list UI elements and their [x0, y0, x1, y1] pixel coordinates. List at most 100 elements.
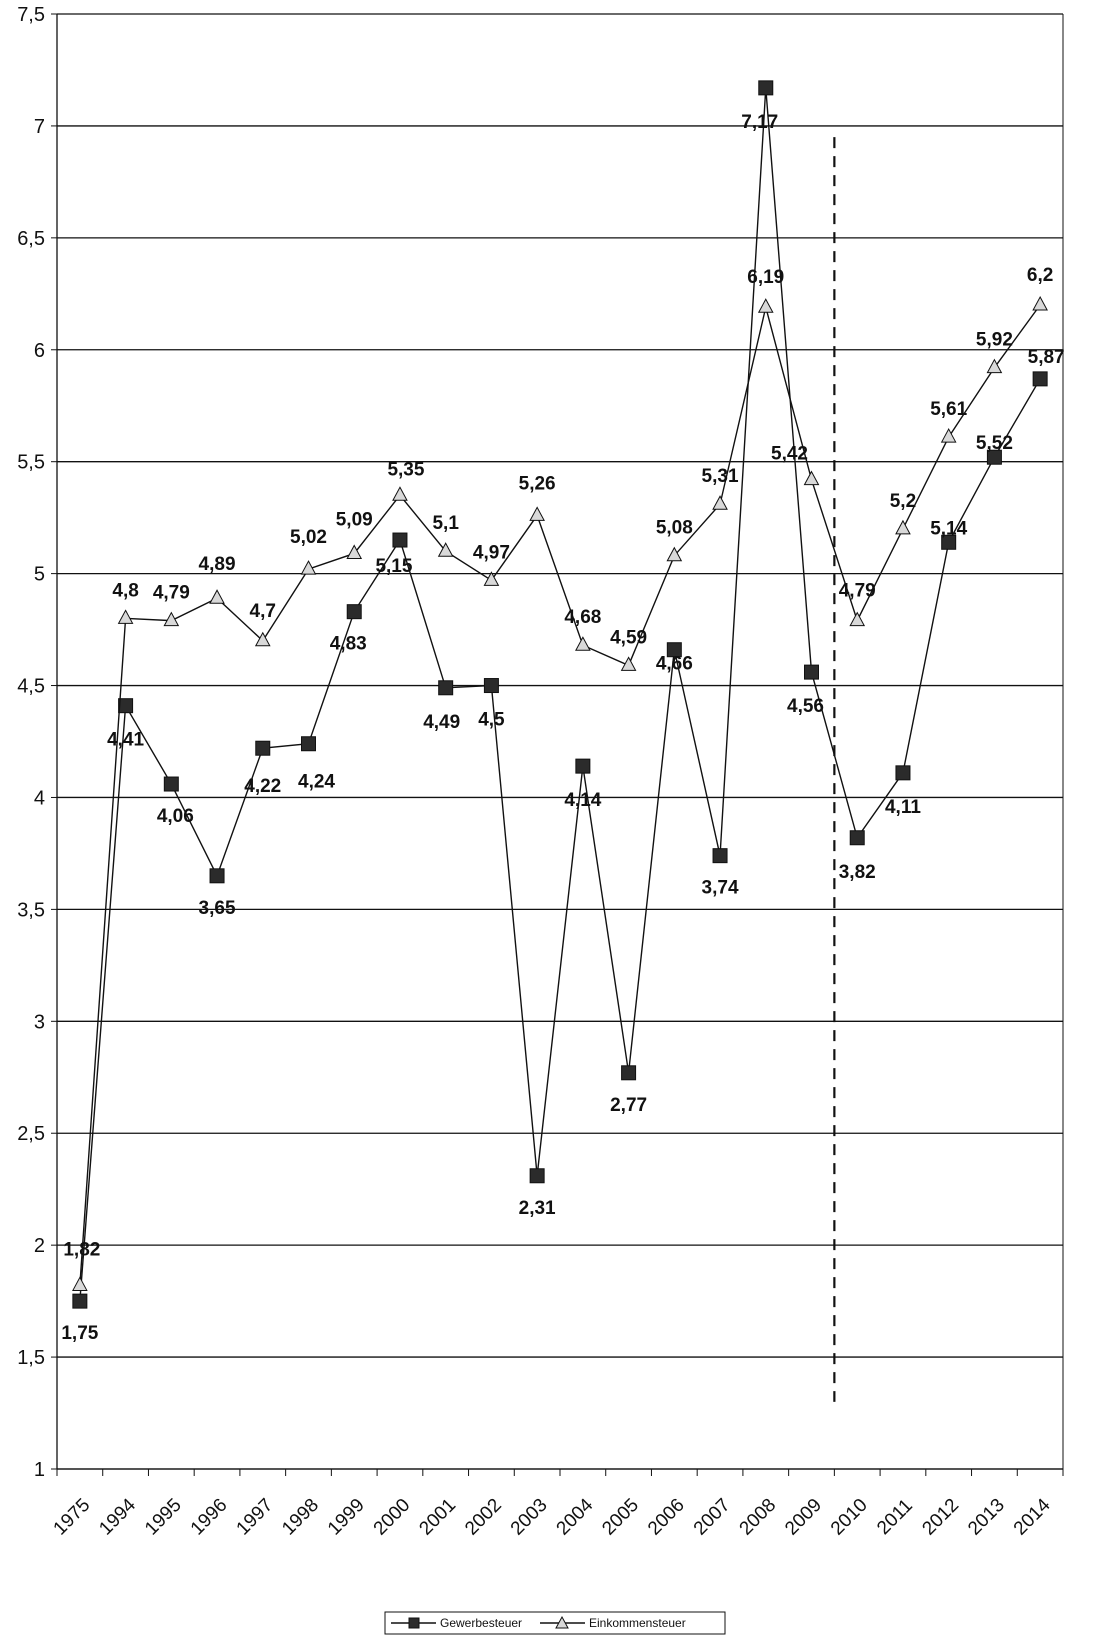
x-tick-label: 1975 — [50, 1495, 95, 1540]
data-label: 4,68 — [564, 607, 601, 628]
point-triangle-marker — [209, 589, 225, 604]
x-tick-label: 2009 — [781, 1495, 826, 1540]
point-square-marker — [118, 698, 134, 714]
y-tick-label: 6,5 — [17, 228, 45, 250]
data-label: 4,79 — [839, 581, 876, 602]
gridlines — [57, 13, 1063, 1470]
data-label: 4,79 — [153, 583, 190, 604]
x-tick-label: 2013 — [964, 1495, 1009, 1540]
point-triangle-marker — [575, 636, 591, 651]
data-labels: 1,75 4,41 4,06 3,65 4,22 4,24 4,83 5,15 4,49 4,5 2… — [61, 112, 1064, 1344]
data-label: 5,35 — [387, 459, 424, 480]
legend: Gewerbesteuer Einkommensteuer — [384, 1611, 726, 1635]
data-label: 5,1 — [432, 513, 459, 534]
data-label: 2,77 — [610, 1095, 647, 1116]
point-square-marker — [255, 740, 271, 756]
x-tick-label: 2002 — [461, 1495, 506, 1540]
y-tick-label: 4,5 — [17, 676, 45, 698]
data-label: 7,17 — [741, 112, 778, 133]
x-tick-label: 1999 — [324, 1495, 369, 1540]
point-square-marker — [438, 680, 454, 696]
point-triangle-marker — [163, 611, 180, 627]
data-label: 4,56 — [787, 696, 824, 717]
data-label: 4,7 — [250, 601, 276, 622]
point-triangle-marker — [483, 571, 500, 586]
x-tick-label: 2007 — [690, 1495, 735, 1540]
data-label: 3,74 — [702, 878, 739, 899]
x-tick-label: 2004 — [553, 1494, 598, 1539]
axes — [51, 13, 1064, 1476]
x-tick-label: 2000 — [370, 1495, 415, 1540]
point-square-marker — [163, 776, 179, 792]
x-tick-label: 2008 — [736, 1495, 781, 1540]
y-tick-label: 1,5 — [17, 1347, 45, 1369]
point-triangle-marker — [666, 546, 683, 562]
point-square-marker — [666, 642, 682, 658]
data-label: 4,14 — [564, 790, 601, 811]
data-label: 4,22 — [244, 776, 281, 797]
legend-label-einkommensteuer: Einkommensteuer — [589, 1616, 686, 1630]
x-tick-label: 2014 — [1010, 1494, 1055, 1539]
point-square-marker — [895, 765, 911, 781]
data-label: 6,19 — [747, 267, 784, 288]
point-triangle-marker — [300, 560, 317, 575]
data-label: 5,14 — [930, 518, 967, 539]
data-label: 4,8 — [112, 580, 138, 601]
point-triangle-marker — [254, 631, 271, 647]
point-square-marker — [941, 534, 957, 550]
point-square-marker — [575, 758, 591, 774]
y-tick-label: 1 — [34, 1459, 45, 1481]
legend-label-gewerbesteuer: Gewerbesteuer — [440, 1616, 522, 1630]
series-line-einkommensteuer — [79, 304, 1041, 1286]
x-tick-label: 2003 — [507, 1495, 552, 1540]
data-label: 4,97 — [473, 542, 510, 563]
data-label: 5,42 — [771, 444, 808, 465]
data-label: 4,41 — [107, 730, 144, 751]
data-label: 4,5 — [478, 710, 505, 731]
data-label: 5,2 — [890, 491, 916, 512]
data-label: 1,82 — [63, 1239, 100, 1260]
data-label: 4,11 — [885, 797, 921, 818]
data-label: 6,2 — [1027, 265, 1053, 286]
point-triangle-marker — [620, 656, 637, 671]
point-triangle-marker — [849, 611, 866, 627]
data-label: 5,61 — [930, 399, 967, 420]
y-tick-label: 7,5 — [17, 4, 45, 26]
y-tick-label: 7 — [34, 116, 45, 138]
point-square-marker — [758, 80, 774, 96]
point-triangle-marker — [117, 609, 134, 624]
data-label: 5,26 — [519, 473, 556, 494]
series-group — [72, 80, 1048, 1309]
data-label: 4,24 — [298, 772, 335, 793]
data-label: 4,66 — [656, 654, 693, 675]
x-tick-label: 2006 — [644, 1495, 689, 1540]
data-label: 5,52 — [976, 433, 1013, 454]
point-square-marker — [621, 1065, 637, 1081]
y-tick-label: 2,5 — [17, 1123, 45, 1145]
point-square-marker — [483, 678, 499, 694]
data-label: 4,59 — [610, 627, 647, 648]
data-label: 4,89 — [199, 554, 236, 575]
data-label: 2,31 — [519, 1198, 556, 1219]
data-label: 3,82 — [839, 862, 876, 883]
point-triangle-marker — [529, 506, 545, 521]
y-tick-labels: 1 1,5 2 2,5 3 3,5 4 4,5 5 5,5 6 6,5 7 7,5 — [17, 4, 45, 1481]
y-tick-label: 3,5 — [17, 899, 45, 921]
x-tick-label: 1997 — [233, 1495, 278, 1540]
data-label: 3,65 — [199, 898, 236, 919]
y-tick-label: 6 — [34, 340, 45, 362]
x-tick-labels: 1975 1994 1995 1996 1997 1998 1999 2000 2001 2002… — [50, 1494, 1055, 1539]
x-tick-label: 2012 — [918, 1495, 963, 1540]
x-tick-label: 2010 — [827, 1495, 872, 1540]
x-tick-label: 1995 — [141, 1495, 186, 1540]
point-triangle-marker — [986, 358, 1003, 374]
point-triangle-marker — [392, 486, 408, 501]
x-tick-label: 1998 — [278, 1495, 323, 1540]
data-label: 5,15 — [375, 556, 412, 577]
point-square-marker — [346, 604, 362, 620]
point-square-marker — [712, 848, 728, 864]
point-triangle-marker — [1032, 295, 1048, 311]
point-triangle-marker — [895, 519, 911, 535]
x-tick-label: 1994 — [95, 1494, 140, 1539]
point-triangle-marker — [712, 495, 728, 510]
